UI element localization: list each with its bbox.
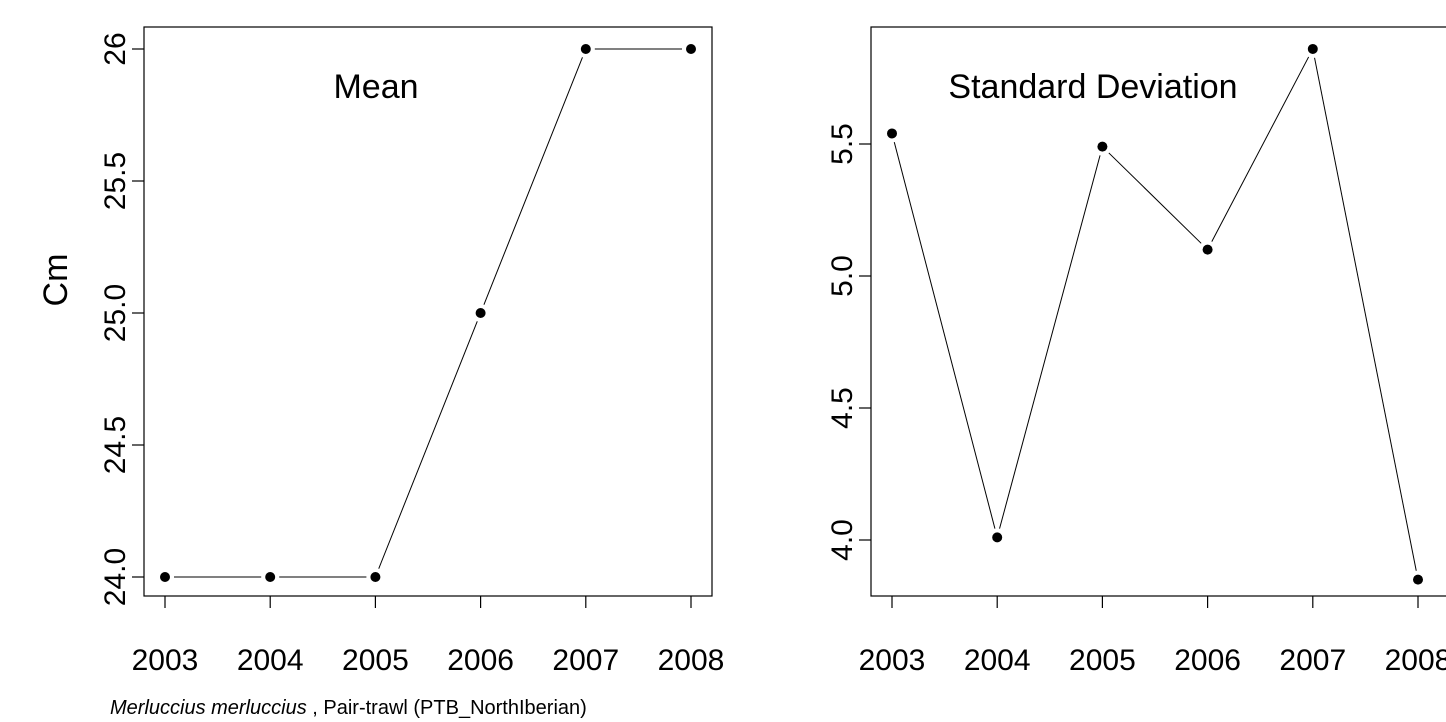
series-line-segment <box>483 57 583 305</box>
y-tick-label: 25.0 <box>99 284 132 342</box>
x-tick-label: 2005 <box>342 644 409 677</box>
chart-title: Standard Deviation <box>948 68 1237 106</box>
x-tick-label: 2003 <box>132 644 199 677</box>
series-line-segment <box>1314 57 1417 571</box>
x-tick-label: 2008 <box>1385 644 1446 677</box>
data-point <box>686 44 696 54</box>
x-tick-label: 2008 <box>658 644 725 677</box>
series-line-segment <box>999 155 1101 529</box>
y-tick-label: 24.0 <box>99 548 132 606</box>
data-point <box>580 44 591 54</box>
x-tick-label: 2006 <box>447 644 514 677</box>
chart-panel-mean: Mean Cm 24.024.525.025.526 2003 2004 2005 2… <box>37 26 725 677</box>
x-axis: 2003 2004 2005 2006 2007 2008 <box>132 596 725 677</box>
x-tick-label: 2003 <box>859 644 926 677</box>
data-point <box>1307 43 1318 54</box>
y-tick-label: 26 <box>99 32 132 65</box>
series <box>887 43 1423 585</box>
chart-title: Mean <box>333 68 418 106</box>
x-tick-label: 2006 <box>1174 644 1241 677</box>
data-point <box>1413 574 1423 585</box>
series-line-segment <box>893 142 996 529</box>
x-tick-label: 2004 <box>964 644 1031 677</box>
y-tick-label: 4.5 <box>826 387 859 429</box>
y-tick-label: 4.0 <box>826 519 859 561</box>
data-point <box>160 572 170 582</box>
x-tick-label: 2004 <box>237 644 304 677</box>
chart-panel-standard-deviation: Standard Deviation 4.0 4.5 5.0 5.5 2003 2004… <box>826 26 1446 677</box>
plot-frame <box>143 26 713 597</box>
y-tick-label: 5.5 <box>826 123 859 165</box>
figure-caption: Merluccius merluccius , Pair-trawl (PTB_… <box>110 697 587 720</box>
data-point <box>370 572 381 582</box>
caption-species: Merluccius merluccius <box>110 697 307 719</box>
data-point <box>475 308 486 318</box>
series-line-segment <box>1211 56 1310 242</box>
y-axis: 24.0 24.5 25.0 25.5 26 <box>99 32 144 606</box>
y-axis-label: Cm <box>37 254 75 307</box>
series-line-segment <box>378 321 478 569</box>
y-tick-label: 25.5 <box>99 152 132 210</box>
series-line-segment <box>1108 152 1202 244</box>
x-tick-label: 2005 <box>1069 644 1136 677</box>
x-tick-label: 2007 <box>552 644 619 677</box>
plot-frame <box>870 26 1446 597</box>
y-axis: 4.0 4.5 5.0 5.5 <box>826 123 871 561</box>
data-point <box>265 572 276 582</box>
y-tick-label: 5.0 <box>826 255 859 297</box>
series <box>160 44 696 582</box>
data-point <box>887 128 897 139</box>
data-point <box>1097 141 1108 152</box>
y-tick-label: 24.5 <box>99 416 132 474</box>
caption-gear: , Pair-trawl (PTB_NorthIberian) <box>306 697 587 719</box>
data-point <box>992 532 1003 543</box>
x-axis: 2003 2004 2005 2006 2007 2008 <box>859 596 1446 677</box>
data-point <box>1202 244 1213 255</box>
x-tick-label: 2007 <box>1279 644 1346 677</box>
